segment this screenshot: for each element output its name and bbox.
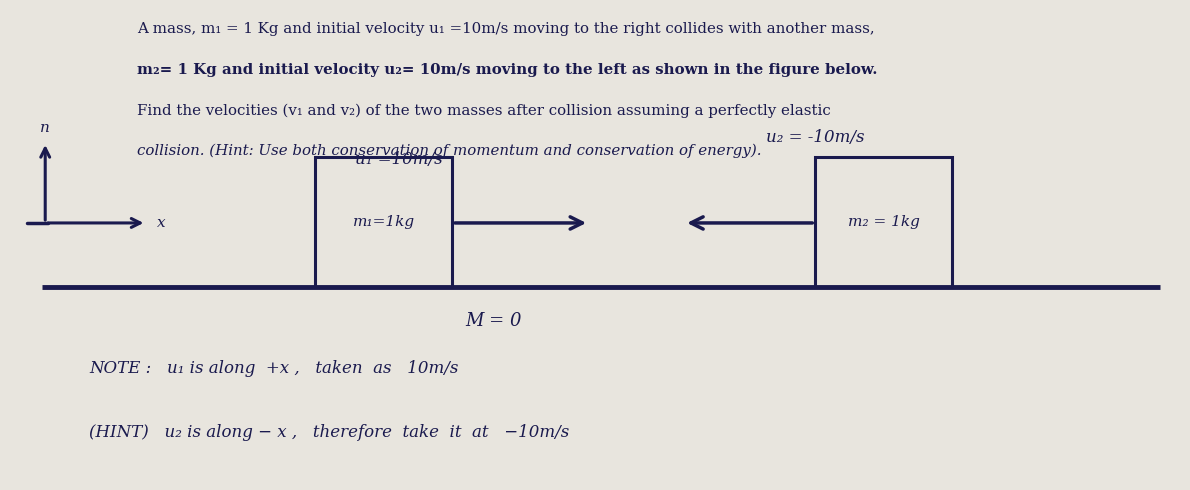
Text: u₁ =10m/s: u₁ =10m/s [355, 151, 443, 168]
Text: m₂= 1 Kg and initial velocity u₂= 10m/s moving to the left as shown in the figur: m₂= 1 Kg and initial velocity u₂= 10m/s … [137, 63, 877, 77]
Text: A mass, m₁ = 1 Kg and initial velocity u₁ =10m/s moving to the right collides wi: A mass, m₁ = 1 Kg and initial velocity u… [137, 22, 875, 36]
Text: M = 0: M = 0 [465, 312, 522, 330]
Text: m₁=1kg: m₁=1kg [352, 215, 415, 229]
Text: x: x [157, 216, 165, 230]
Text: m₂ = 1kg: m₂ = 1kg [847, 215, 920, 229]
Text: (HINT)   u₂ is along − x ,   therefore  take  it  at   −10m/s: (HINT) u₂ is along − x , therefore take … [89, 424, 570, 441]
Text: collision. (Hint: Use both conservation of momentum and conservation of energy).: collision. (Hint: Use both conservation … [137, 144, 762, 158]
Text: u₂ = -10m/s: u₂ = -10m/s [766, 129, 864, 146]
Text: Find the velocities (v₁ and v₂) of the two masses after collision assuming a per: Find the velocities (v₁ and v₂) of the t… [137, 103, 831, 118]
Bar [815, 157, 952, 287]
Text: NOTE :   u₁ is along  +x ,   taken  as   10m/s: NOTE : u₁ is along +x , taken as 10m/s [89, 360, 458, 377]
Text: n: n [40, 121, 50, 135]
Bar [315, 157, 452, 287]
